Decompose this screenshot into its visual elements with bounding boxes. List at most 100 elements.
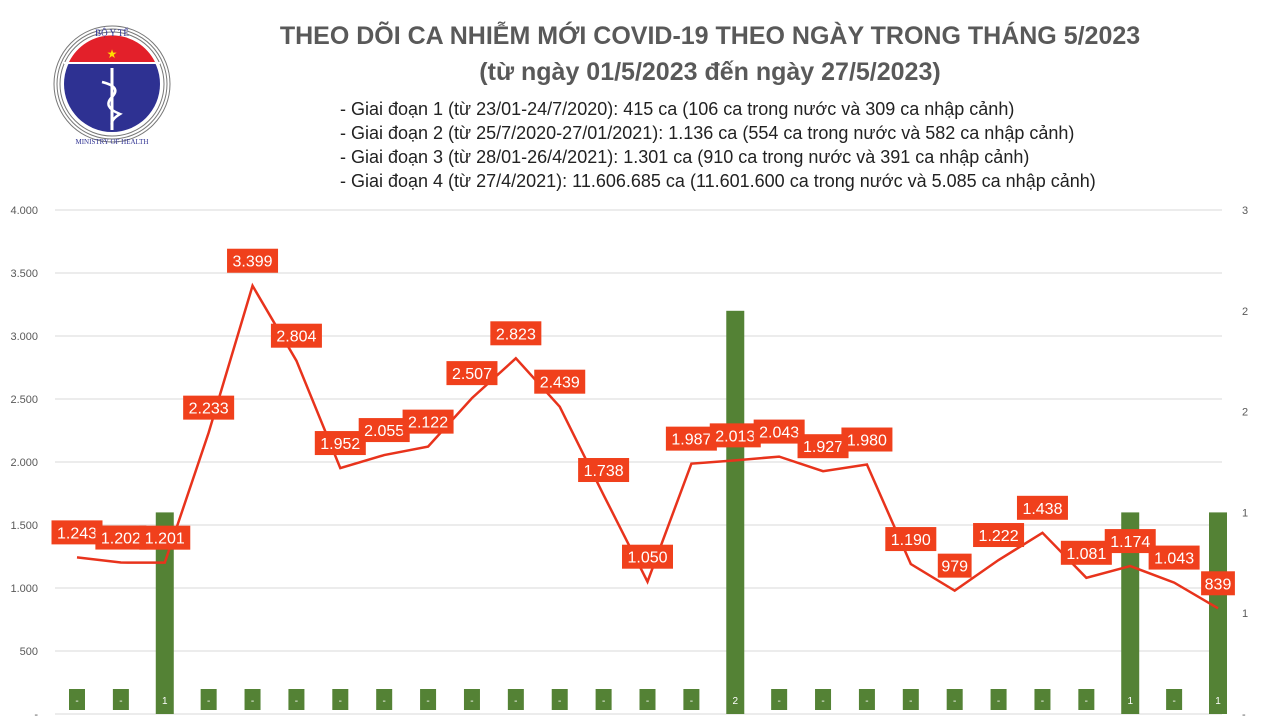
death-bar-label: - xyxy=(777,696,780,707)
left-axis-tick: 2.000 xyxy=(10,457,38,469)
svg-text:★: ★ xyxy=(107,47,118,61)
cases-data-label: 1.174 xyxy=(1110,534,1150,551)
cases-label-box xyxy=(841,427,893,452)
svg-text:BỘ Y TẾ: BỘ Y TẾ xyxy=(95,28,129,38)
cases-data-label: 2.122 xyxy=(408,415,448,432)
left-axis-tick: 3.000 xyxy=(10,331,38,343)
right-axis-tick: - xyxy=(1242,709,1246,720)
cases-label-box xyxy=(1060,540,1112,565)
death-bar-label: - xyxy=(909,696,912,707)
ministry-of-health-logo: ★ BỘ Y TẾ MINISTRY OF HEALTH xyxy=(53,25,171,146)
death-bar-zero xyxy=(376,689,393,710)
death-bar-label: - xyxy=(470,696,473,707)
death-bar-zero xyxy=(112,689,129,710)
cases-label-box xyxy=(578,458,630,483)
cases-data-label: 1.202 xyxy=(101,531,141,548)
death-bar-zero xyxy=(1166,689,1183,710)
cases-data-label: 1.438 xyxy=(1022,501,1062,518)
cases-label-box xyxy=(490,321,542,346)
cases-label-box xyxy=(534,369,586,394)
death-bar-zero xyxy=(1034,689,1051,710)
chart-subtitle: (từ ngày 01/5/2023 đến ngày 27/5/2023) xyxy=(479,58,941,86)
death-bar-label: - xyxy=(690,696,693,707)
death-bar-label: - xyxy=(251,696,254,707)
left-axis-tick: 4.000 xyxy=(10,205,38,217)
right-axis-tick: 2 xyxy=(1242,407,1248,419)
cases-data-label: 1.222 xyxy=(979,528,1019,545)
cases-data-label: 1.952 xyxy=(320,436,360,453)
cases-data-label: 2.507 xyxy=(452,366,492,383)
svg-text:MINISTRY OF HEALTH: MINISTRY OF HEALTH xyxy=(76,138,149,146)
note-phase-4: - Giai đoạn 4 (từ 27/4/2021): 11.606.685… xyxy=(340,171,1096,191)
cases-label-box xyxy=(446,361,498,386)
cases-data-label: 1.201 xyxy=(145,531,185,548)
cases-data-label: 839 xyxy=(1205,576,1232,593)
cases-data-label: 2.043 xyxy=(759,425,799,442)
death-bar-zero xyxy=(639,689,656,710)
death-bar xyxy=(726,310,745,714)
cases-label-box xyxy=(51,520,103,545)
death-bar-label: - xyxy=(646,696,649,707)
death-bar-label: - xyxy=(1172,696,1175,707)
death-bar-label: - xyxy=(207,696,210,707)
note-phase-1: - Giai đoạn 1 (từ 23/01-24/7/2020): 415 … xyxy=(340,99,1015,119)
cases-data-label: 1.987 xyxy=(671,432,711,449)
death-bar-zero xyxy=(200,689,217,710)
cases-data-label: 1.980 xyxy=(847,433,887,450)
death-bar-zero xyxy=(244,689,261,710)
left-axis-tick: 3.500 xyxy=(10,268,38,280)
death-bar-label: - xyxy=(514,696,517,707)
cases-label-box xyxy=(95,525,147,550)
chart-title: THEO DÕI CA NHIỄM MỚI COVID-19 THEO NGÀY… xyxy=(279,22,1141,50)
cases-line xyxy=(76,282,1219,610)
cases-label-box xyxy=(797,434,849,459)
cases-data-label: 1.927 xyxy=(803,439,843,456)
death-bar xyxy=(1209,512,1227,714)
death-bar-zero xyxy=(69,689,85,710)
death-bar-zero xyxy=(858,689,875,710)
death-bar-label: 1 xyxy=(1215,696,1221,707)
death-bar-zero xyxy=(946,689,963,710)
cases-data-label: 3.399 xyxy=(233,254,273,271)
death-bar-zero xyxy=(595,689,612,710)
cases-data-label: 1.050 xyxy=(627,550,667,567)
right-axis-tick: 1 xyxy=(1242,507,1248,519)
cases-label-box xyxy=(709,423,761,448)
note-phase-2: - Giai đoạn 2 (từ 25/7/2020-27/01/2021):… xyxy=(340,123,1075,143)
death-bar-zero xyxy=(420,689,437,710)
cases-data-label: 2.439 xyxy=(540,375,580,392)
death-bar-label: - xyxy=(821,696,824,707)
death-bar-zero xyxy=(551,689,568,710)
left-axis-tick: 500 xyxy=(20,646,38,658)
death-bar-zero xyxy=(288,689,305,710)
death-bar-label: - xyxy=(383,696,386,707)
left-axis-tick: 1.000 xyxy=(10,583,38,595)
cases-data-label: 2.013 xyxy=(715,428,755,445)
death-bar-label: - xyxy=(865,696,868,707)
left-axis-tick: - xyxy=(34,709,38,720)
cases-data-label: 2.233 xyxy=(189,401,229,418)
death-bar-label: 1 xyxy=(1127,696,1133,707)
cases-data-label: 1.738 xyxy=(584,463,624,480)
note-phase-3: - Giai đoạn 3 (từ 28/01-26/4/2021): 1.30… xyxy=(340,147,1030,167)
cases-data-label: 2.055 xyxy=(364,423,404,440)
death-bar-zero xyxy=(902,689,919,710)
death-bar-label: - xyxy=(119,696,122,707)
cases-data-label: 1.081 xyxy=(1066,546,1106,563)
right-axis-tick: 3 xyxy=(1242,205,1248,217)
cases-label-box xyxy=(139,525,191,550)
death-bar-zero xyxy=(1078,689,1095,710)
cases-data-label: 1.190 xyxy=(891,532,931,549)
death-bar-zero xyxy=(771,689,788,710)
death-bar-label: - xyxy=(75,696,78,707)
cases-label-box xyxy=(622,544,673,569)
phase-notes: - Giai đoạn 1 (từ 23/01-24/7/2020): 415 … xyxy=(340,97,1096,193)
cases-label-box xyxy=(183,395,235,420)
death-bar-label: - xyxy=(1085,696,1088,707)
death-bar-label: - xyxy=(426,696,429,707)
death-bar-label: - xyxy=(558,696,561,707)
cases-data-label: 2.804 xyxy=(276,329,316,346)
death-bar-zero xyxy=(815,689,832,710)
cases-label-box xyxy=(358,418,410,443)
